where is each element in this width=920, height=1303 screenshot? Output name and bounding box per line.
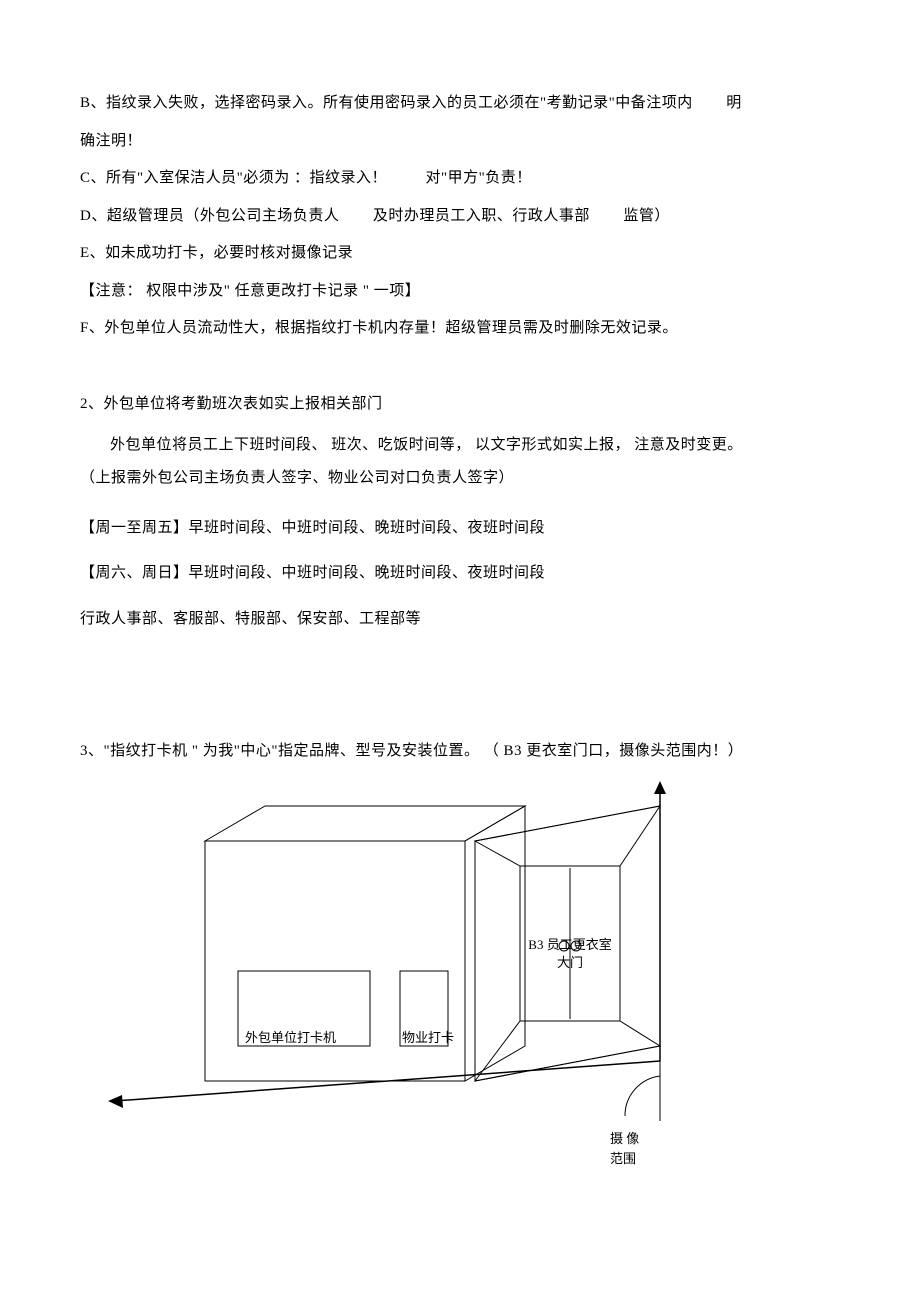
text-b1a: B、指纹录入失败，选择密码录入。所有使用密码录入的员工必须在"考勤记录"中备注项…	[80, 95, 693, 111]
arrow-horizontal-head	[108, 1095, 123, 1108]
paragraph-note: 【注意： 权限中涉及" 任意更改打卡记录 " 一项】	[80, 273, 840, 311]
paragraph-e: E、如未成功打卡，必要时核对摄像记录	[80, 235, 840, 273]
text-d3: 监管）	[623, 208, 670, 224]
label-camera1: 摄 像	[610, 1128, 639, 1147]
week2-line: 【周六、周日】早班时间段、中班时间段、晚班时间段、夜班时间段	[80, 555, 840, 593]
text-c2: 对"甲方"负责！	[426, 170, 532, 186]
box-left-top	[205, 806, 525, 841]
box-right-top-inner	[475, 806, 660, 866]
text-d1: D、超级管理员（外包公司主场负责人	[80, 208, 339, 224]
depts-line: 行政人事部、客服部、特服部、保安部、工程部等	[80, 601, 840, 639]
paragraph-b-line1: B、指纹录入失败，选择密码录入。所有使用密码录入的员工必须在"考勤记录"中备注项…	[80, 85, 840, 123]
label-camera2: 范围	[610, 1148, 636, 1167]
paragraph-b-line2: 确注明！	[80, 123, 840, 161]
paragraph-d: D、超级管理员（外包公司主场负责人 及时办理员工入职、行政人事部 监管）	[80, 198, 840, 236]
text-d2: 及时办理员工入职、行政人事部	[373, 208, 590, 224]
paragraph-c: C、所有"入室保洁人员"必须为 ：指纹录入！ 对"甲方"负责！	[80, 160, 840, 198]
paragraph-f: F、外包单位人员流动性大，根据指纹打卡机内存量！超级管理员需及时删除无效记录。	[80, 310, 840, 348]
camera-arc	[625, 1076, 660, 1116]
section2-title: 2、外包单位将考勤班次表如实上报相关部门	[80, 386, 840, 424]
text-c1: C、所有"入室保洁人员"必须为 ：指纹录入！	[80, 170, 387, 186]
box-left-side	[465, 806, 525, 1081]
floor-diagram: 外包单位打卡机 物业打卡 B3 员工更衣室 大门 摄 像 范围	[80, 776, 840, 1196]
label-room2: 大门	[520, 952, 620, 971]
section2-body2: （上报需外包公司主场负责人签字、物业公司对口负责人签字）	[80, 465, 840, 492]
arrow-vertical-head	[654, 781, 666, 794]
label-machine2: 物业打卡	[402, 1027, 454, 1046]
label-machine1: 外包单位打卡机	[245, 1027, 336, 1046]
section2-body1: 外包单位将员工上下班时间段、 班次、吃饭时间等， 以文字形式如实上报， 注意及时…	[80, 427, 840, 465]
text-b1b: 明	[726, 95, 742, 111]
section3-title: 3、"指纹打卡机 " 为我"中心"指定品牌、型号及安装位置。 （ B3 更衣室门…	[80, 733, 840, 771]
week1-line: 【周一至周五】早班时间段、中班时间段、晚班时间段、夜班时间段	[80, 510, 840, 548]
label-room1: B3 员工更衣室	[520, 934, 620, 953]
arrow-horizontal	[115, 1061, 660, 1101]
diagram-svg	[80, 776, 840, 1196]
